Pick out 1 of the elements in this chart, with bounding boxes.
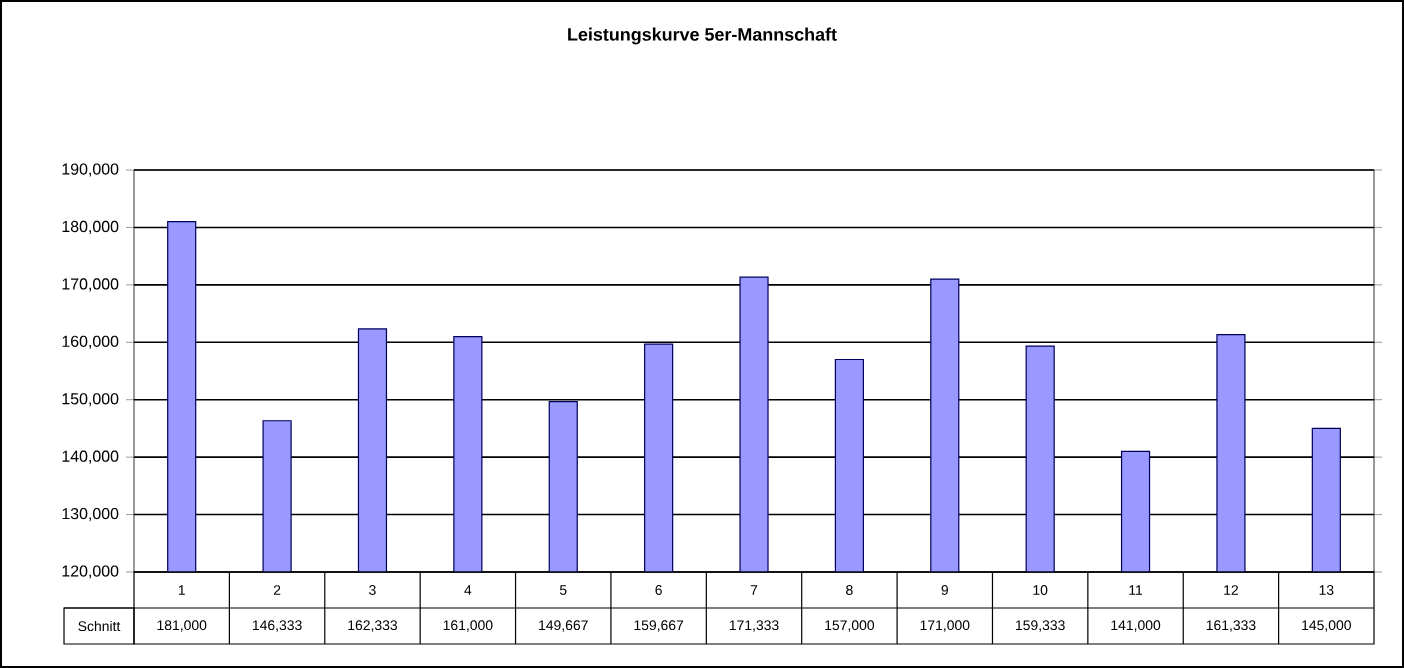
chart-title: Leistungskurve 5er-Mannschaft [568,27,837,45]
